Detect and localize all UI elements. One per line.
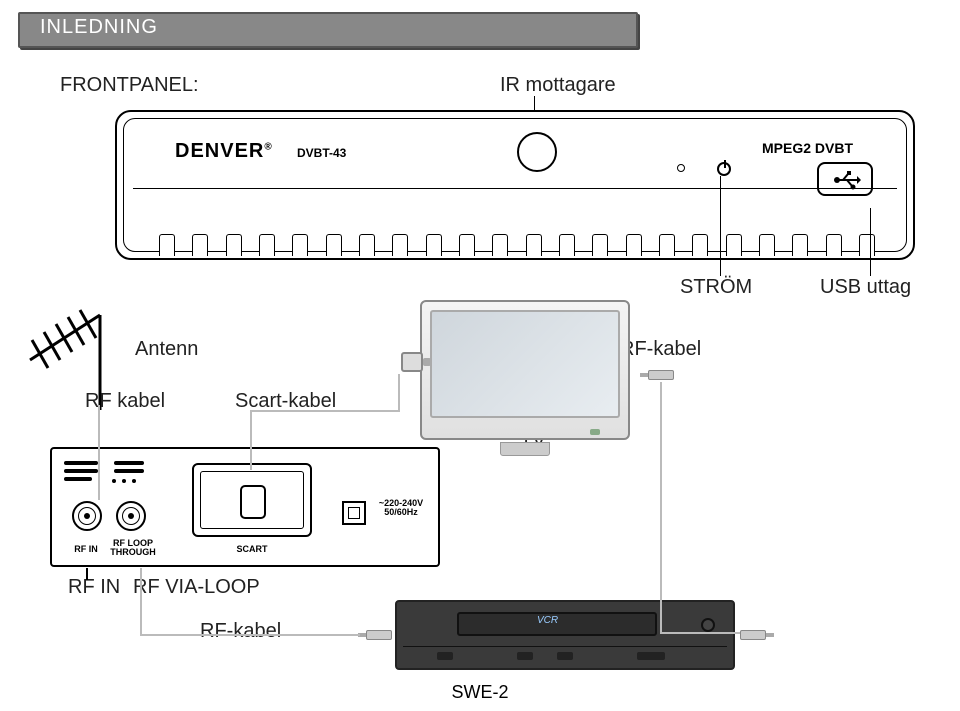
receiver-slot	[292, 234, 308, 256]
rf-loop-port-icon	[116, 501, 146, 531]
receiver-slot	[859, 234, 875, 256]
receiver-slot	[626, 234, 642, 256]
tv-screen	[430, 310, 620, 418]
rf-in-callout	[86, 568, 88, 580]
page: INLEDNING FRONTPANEL: IR mottagare DENVE…	[0, 0, 960, 711]
page-number: SWE-2	[0, 682, 960, 703]
receiver-slot	[392, 234, 408, 256]
vcr-jack-icon	[701, 618, 715, 632]
vcr-text: VCR	[537, 615, 558, 626]
power-callout	[720, 176, 721, 276]
receiver-slot	[326, 234, 342, 256]
back-rf-loop-label: RF LOOP THROUGH	[108, 539, 158, 558]
brand-text: DENVER	[175, 140, 264, 162]
rf-plug-bottom-icon	[358, 628, 392, 642]
receiver-slot	[192, 234, 208, 256]
rf-plug-top-icon	[640, 368, 674, 382]
receiver-slot	[226, 234, 242, 256]
power-label: STRÖM	[680, 276, 752, 299]
wire-scart-1	[398, 374, 400, 410]
scart-port-icon	[192, 463, 312, 537]
led-icon	[677, 164, 685, 172]
receiver-slot	[726, 234, 742, 256]
wire-rf-top-1	[660, 382, 662, 632]
receiver-slot	[159, 234, 175, 256]
header-title: INLEDNING	[40, 16, 158, 39]
tv-icon	[420, 300, 630, 440]
rf-via-loop-label: RF VIA-LOOP	[133, 576, 260, 599]
wire-antenna	[98, 405, 100, 500]
rf-cable-bottom-label: RF-kabel	[200, 620, 281, 643]
receiver-back: RF IN RF LOOP THROUGH SCART ~220-240V 50…	[50, 447, 440, 567]
wire-scart-3	[250, 410, 252, 470]
rf-cable-top-label: RF-kabel	[620, 338, 701, 361]
frontpanel-label: FRONTPANEL:	[60, 74, 199, 97]
receiver-mpeg: MPEG2 DVBT	[762, 140, 853, 156]
receiver-slot	[459, 234, 475, 256]
receiver-slot	[659, 234, 675, 256]
receiver-slot	[359, 234, 375, 256]
wire-rf-top-2	[660, 632, 740, 634]
receiver-slot	[426, 234, 442, 256]
receiver-front: DENVER® DVBT-43 MPEG2 DVBT	[115, 110, 915, 260]
receiver-slot	[559, 234, 575, 256]
ir-label: IR mottagare	[500, 74, 616, 97]
receiver-brand: DENVER®	[175, 140, 273, 163]
wire-rf-loop-1	[140, 568, 142, 634]
tv-button	[590, 429, 600, 435]
power-inlet-icon	[342, 501, 366, 525]
scart-plug-icon	[395, 350, 425, 374]
receiver-slot	[692, 234, 708, 256]
usb-callout	[870, 208, 871, 276]
wire-scart-2	[250, 410, 400, 412]
receiver-slot	[759, 234, 775, 256]
antenna-label: Antenn	[135, 338, 198, 361]
receiver-slot	[526, 234, 542, 256]
usb-label: USB uttag	[820, 276, 911, 299]
back-rf-in-label: RF IN	[66, 545, 106, 554]
receiver-slot	[492, 234, 508, 256]
rf-cable-left-label: RF kabel	[85, 390, 165, 413]
rf-in-under-label: RF IN	[68, 576, 120, 599]
rf-plug-vcr-right-icon	[740, 628, 774, 642]
power-icon	[717, 162, 731, 176]
receiver-slot	[259, 234, 275, 256]
usb-icon	[833, 170, 861, 190]
registered-icon: ®	[264, 141, 272, 152]
tv-stand	[500, 442, 550, 456]
receiver-slot	[826, 234, 842, 256]
vcr-icon: VCR	[395, 600, 735, 670]
receiver-slot	[592, 234, 608, 256]
ir-receiver-icon	[517, 132, 557, 172]
wire-rf-loop-2	[140, 634, 360, 636]
back-power-label: ~220-240V 50/60Hz	[370, 499, 432, 518]
rf-in-port-icon	[72, 501, 102, 531]
receiver-slot	[792, 234, 808, 256]
receiver-model: DVBT-43	[297, 146, 346, 160]
back-scart-label: SCART	[227, 545, 277, 554]
receiver-slots	[117, 234, 913, 256]
